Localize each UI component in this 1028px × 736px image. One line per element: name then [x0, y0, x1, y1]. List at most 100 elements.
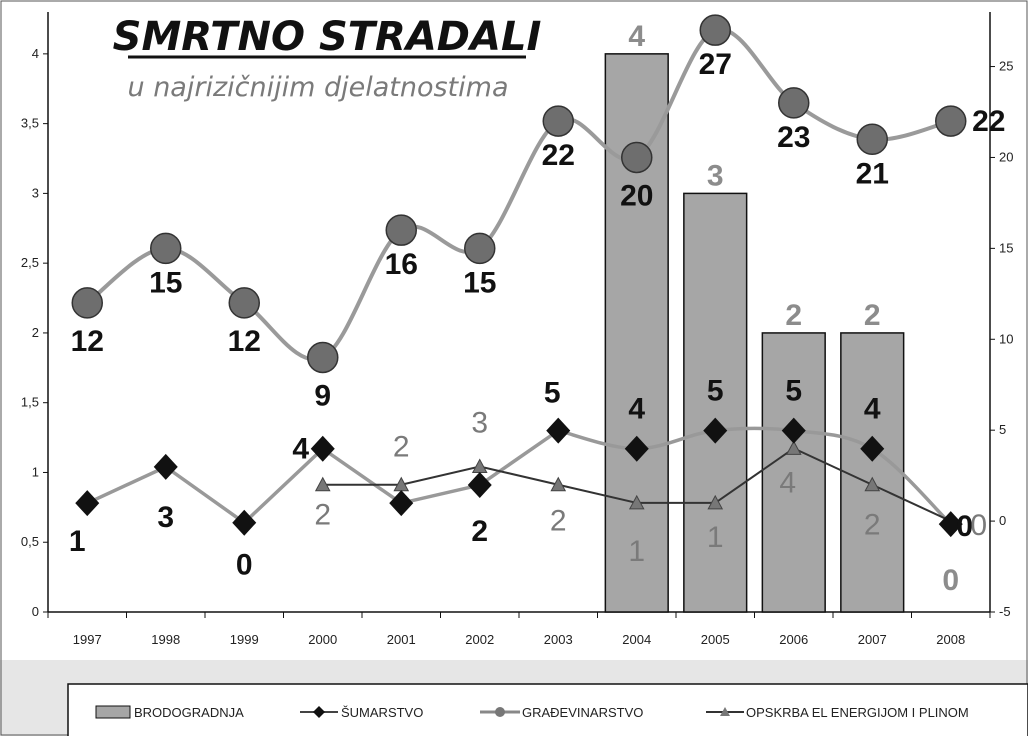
x-tick-label: 2000 [308, 632, 337, 647]
y-left-tick-label: 2,5 [21, 255, 39, 270]
x-tick-label: 2001 [387, 632, 416, 647]
gradevinarstvo-data-label: 12 [228, 325, 261, 358]
bar-brodogradnja [840, 332, 905, 613]
legend-marker-opskrba [720, 707, 730, 716]
bar-data-label: 3 [707, 159, 724, 192]
sumarstvo-data-label: 0 [956, 510, 973, 543]
chart-subtitle: u najrizičnijim djelatnostima [128, 72, 509, 103]
y-right-tick-label: 0 [999, 513, 1006, 528]
marker-gradevinarstvo [228, 287, 260, 319]
sumarstvo-data-label: 5 [707, 375, 724, 408]
gradevinarstvo-data-label: 22 [972, 105, 1005, 138]
bar-data-label: 2 [785, 299, 802, 332]
sumarstvo-data-label: 4 [292, 433, 309, 466]
gradevinarstvo-data-label: 15 [149, 266, 182, 299]
x-tick-label: 2008 [936, 632, 965, 647]
opskrba-data-label: 2 [864, 509, 881, 542]
y-left-tick-label: 0 [32, 604, 39, 619]
marker-sumarstvo [938, 511, 963, 538]
legend-box [67, 683, 1028, 736]
bar-brodogradnja [604, 53, 669, 613]
gradevinarstvo-data-label: 16 [385, 248, 418, 281]
opskrba-data-label: 1 [628, 535, 645, 568]
gradevinarstvo-data-label: 12 [71, 325, 104, 358]
legend-swatch-brodogradnja [95, 705, 131, 719]
gradevinarstvo-data-label: 23 [777, 121, 810, 154]
sumarstvo-data-label: 4 [864, 393, 881, 426]
y-right-tick-label: 10 [999, 331, 1013, 346]
x-tick-label: 1997 [73, 632, 102, 647]
marker-gradevinarstvo [778, 87, 810, 119]
legend-label-sumarstvo: ŠUMARSTVO [341, 705, 423, 720]
marker-opskrba [628, 494, 645, 510]
marker-sumarstvo [467, 472, 492, 499]
y-left-tick-label: 4 [32, 46, 39, 61]
y-left-tick-label: 3,5 [21, 116, 39, 131]
marker-gradevinarstvo [542, 105, 574, 137]
opskrba-data-label: 3 [471, 407, 488, 440]
marker-opskrba [314, 476, 331, 492]
x-tick-label: 2005 [701, 632, 730, 647]
marker-opskrba [864, 476, 881, 492]
legend-marker-sumarstvo [313, 706, 325, 718]
marker-gradevinarstvo [385, 214, 417, 246]
sumarstvo-data-label: 2 [471, 515, 488, 548]
y-right-tick-label: 20 [999, 149, 1013, 164]
sumarstvo-data-label: 5 [544, 377, 561, 410]
y-left-tick-label: 2 [32, 325, 39, 340]
gradevinarstvo-data-label: 21 [856, 157, 889, 190]
y-left-tick-label: 3 [32, 185, 39, 200]
y-right-tick-label: 15 [999, 240, 1013, 255]
marker-gradevinarstvo [71, 287, 103, 319]
y-left-tick-label: 1,5 [21, 395, 39, 410]
x-tick-label: 1999 [230, 632, 259, 647]
bar-brodogradnja [683, 192, 748, 613]
opskrba-data-label: 0 [970, 509, 987, 542]
x-tick-label: 1998 [151, 632, 180, 647]
legend-marker-gradevinarstvo [495, 707, 505, 717]
marker-sumarstvo [75, 490, 100, 517]
legend-label-gradevinarstvo: GRAĐEVINARSTVO [522, 705, 643, 720]
marker-gradevinarstvo [150, 232, 182, 265]
opskrba-data-label: 1 [707, 521, 724, 554]
marker-sumarstvo [546, 417, 571, 444]
y-left-tick-label: 0,5 [21, 534, 39, 549]
legend-label-brodogradnja: BRODOGRADNJA [134, 705, 244, 720]
marker-sumarstvo [624, 435, 649, 462]
sumarstvo-data-label: 5 [785, 375, 802, 408]
gradevinarstvo-data-label: 27 [699, 48, 732, 81]
x-tick-label: 2006 [779, 632, 808, 647]
marker-gradevinarstvo [699, 14, 731, 46]
x-tick-label: 2003 [544, 632, 573, 647]
y-right-tick-label: -5 [999, 604, 1011, 619]
y-right-tick-label: 25 [999, 59, 1013, 74]
marker-gradevinarstvo [935, 105, 967, 137]
gradevinarstvo-data-label: 22 [542, 139, 575, 172]
marker-opskrba [785, 440, 802, 455]
marker-sumarstvo [781, 417, 806, 444]
sumarstvo-data-label: 0 [236, 549, 253, 582]
gradevinarstvo-data-label: 9 [314, 379, 331, 412]
sumarstvo-data-label: 3 [157, 501, 174, 534]
extra-data-label: 0 [942, 564, 959, 597]
line-sumarstvo [86, 426, 952, 526]
marker-gradevinarstvo [621, 141, 653, 174]
marker-sumarstvo [232, 509, 257, 536]
marker-gradevinarstvo [464, 232, 496, 265]
sumarstvo-data-label: 1 [69, 525, 86, 558]
chart-title: SMRTNO STRADALI [113, 14, 542, 60]
gradevinarstvo-data-label: 15 [463, 266, 496, 299]
x-tick-label: 2004 [622, 632, 651, 647]
marker-sumarstvo [153, 453, 178, 480]
opskrba-data-label: 2 [314, 499, 331, 532]
bar-data-label: 4 [628, 20, 645, 53]
opskrba-data-label: 4 [779, 466, 796, 499]
y-left-tick-label: 1 [32, 464, 39, 479]
marker-gradevinarstvo [856, 123, 888, 156]
marker-sumarstvo [310, 435, 335, 462]
marker-sumarstvo [703, 417, 728, 444]
marker-opskrba [550, 476, 567, 492]
bar-data-label: 2 [864, 299, 881, 332]
